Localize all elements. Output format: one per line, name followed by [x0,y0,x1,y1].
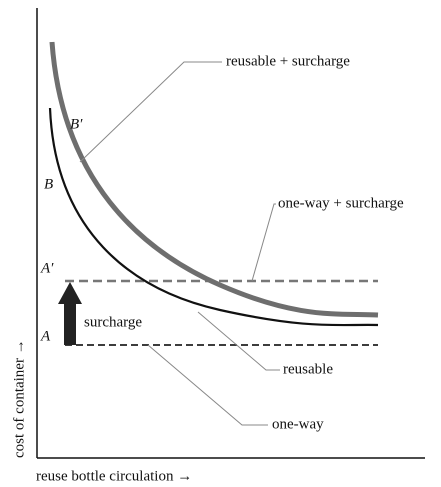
label: surcharge [84,314,142,330]
label: one-way + surcharge [278,195,404,211]
label: B [44,176,53,192]
leader [79,61,222,163]
label: A [40,328,51,344]
y-axis-label: cost of container → [11,339,27,458]
label: reusable + surcharge [226,53,350,69]
label: one-way [272,416,324,432]
leader [251,203,276,282]
reusable-curve [48,107,379,327]
label: reusable [283,361,333,377]
x-axis-label: reuse bottle circulation → [36,468,192,484]
leader [147,344,268,426]
leader [197,311,280,371]
label: A′ [40,260,54,276]
label: B′ [70,116,83,132]
surcharge-arrow [58,282,82,345]
reusable-surcharge-curve [49,41,379,318]
